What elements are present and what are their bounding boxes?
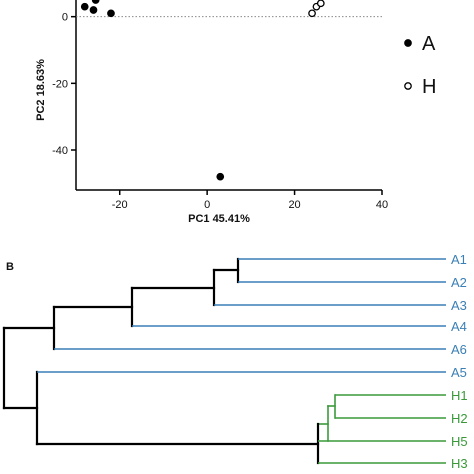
y-axis-ticks: 0 -20 -40 <box>52 12 76 157</box>
data-points <box>80 0 325 181</box>
leaf-label-h3: H3 <box>451 456 468 471</box>
legend-label-a: A <box>422 33 436 55</box>
leaf-labels: A1 A2 A3 A4 A6 A5 H1 H2 H5 H3 <box>451 252 468 471</box>
x-tick-label: 40 <box>376 199 388 211</box>
leaf-label-a3: A3 <box>451 298 467 313</box>
leaf-label-a2: A2 <box>451 275 467 290</box>
tree-branches <box>2 257 336 465</box>
legend-marker-a <box>404 39 412 47</box>
pca-scatter-plot: -20 0 20 40 0 -20 -40 PC1 45.41% PC2 18.63% A… <box>35 0 436 225</box>
data-point-a <box>107 9 115 18</box>
data-point-a <box>80 2 89 11</box>
leaf-label-h5: H5 <box>451 434 468 449</box>
dendrogram: B A1 A2 A3 A4 A6 A5 H1 H2 H5 H3 <box>2 252 468 471</box>
x-tick-label: 20 <box>288 199 300 211</box>
x-tick-label: 0 <box>204 199 210 211</box>
legend-marker-h <box>404 82 412 90</box>
data-point-a <box>89 6 98 14</box>
x-axis-ticks: -20 0 20 40 <box>112 190 388 211</box>
data-point-a <box>91 0 100 4</box>
y-tick-label: 0 <box>62 12 68 24</box>
leaf-label-a6: A6 <box>451 342 467 357</box>
leaf-branches <box>37 258 446 464</box>
x-axis-title: PC1 45.41% <box>188 213 250 225</box>
data-point-h <box>316 0 325 8</box>
leaf-label-a1: A1 <box>451 252 467 267</box>
x-tick-label: -20 <box>112 199 128 211</box>
pca-axes <box>75 0 382 191</box>
leaf-label-a5: A5 <box>451 365 467 380</box>
leaf-label-h1: H1 <box>451 388 468 403</box>
y-tick-label: -20 <box>52 78 68 90</box>
y-tick-label: -40 <box>52 145 68 157</box>
legend: A H <box>404 33 436 98</box>
data-point-a <box>216 172 225 181</box>
legend-label-h: H <box>422 76 436 98</box>
data-point-h <box>308 9 316 18</box>
panel-label-b: B <box>6 261 14 273</box>
y-axis-title: PC2 18.63% <box>35 59 47 121</box>
leaf-label-a4: A4 <box>451 319 467 334</box>
leaf-label-h2: H2 <box>451 411 468 426</box>
